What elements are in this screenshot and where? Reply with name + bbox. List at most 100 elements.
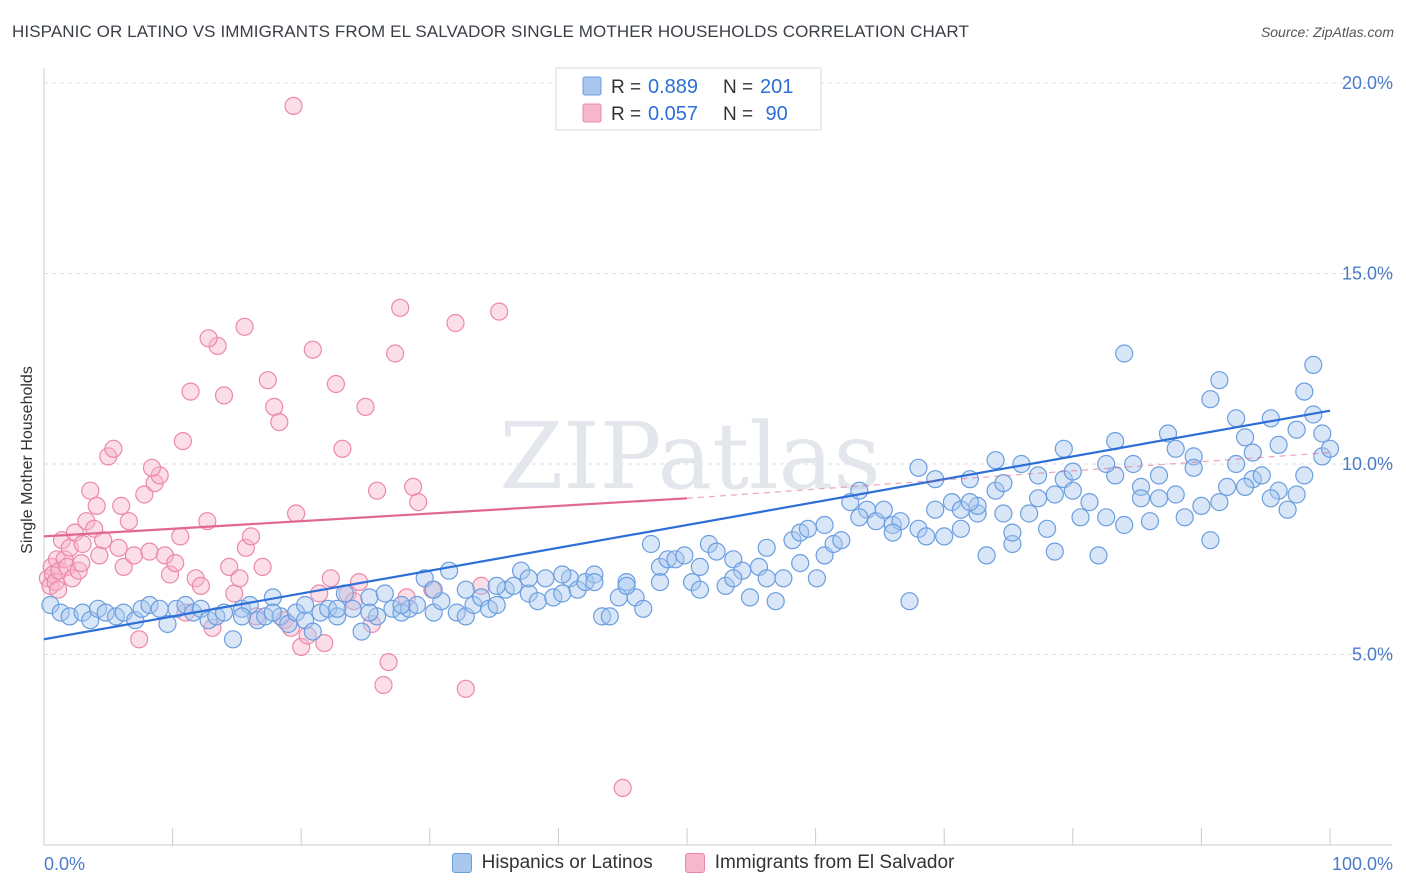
point-el-salvador xyxy=(173,432,192,451)
point-hispanic xyxy=(1278,500,1297,519)
point-el-salvador xyxy=(446,313,465,333)
point-hispanic xyxy=(1028,489,1048,508)
point-hispanic xyxy=(1287,485,1306,504)
trend-line-el-salvador xyxy=(43,497,688,538)
point-el-salvador xyxy=(73,534,92,554)
series-hispanic-points xyxy=(41,344,1340,649)
legend-r-label-2: R = xyxy=(611,104,641,125)
point-hispanic xyxy=(456,580,475,599)
point-el-salvador xyxy=(166,553,185,573)
trend-lines xyxy=(43,409,1331,641)
point-hispanic xyxy=(757,569,776,588)
point-hispanic xyxy=(617,572,636,592)
point-hispanic xyxy=(1115,515,1134,535)
point-hispanic xyxy=(568,580,587,599)
point-el-salvador xyxy=(140,542,159,561)
point-hispanic xyxy=(1131,489,1151,508)
point-hispanic xyxy=(716,576,735,596)
point-el-salvador xyxy=(379,652,398,672)
point-hispanic xyxy=(1201,390,1220,409)
point-el-salvador xyxy=(191,576,210,596)
point-hispanic xyxy=(690,557,710,577)
y-tick-label: 20.0% xyxy=(1342,73,1393,93)
point-hispanic xyxy=(977,546,996,565)
y-tick-labels: 5.0% 10.0% 15.0% 20.0% xyxy=(1342,73,1393,665)
point-el-salvador xyxy=(130,630,149,649)
point-hispanic xyxy=(1201,531,1220,550)
point-el-salvador xyxy=(270,413,289,432)
point-el-salvador xyxy=(315,633,334,653)
chart-title: HISPANIC OR LATINO VS IMMIGRANTS FROM EL… xyxy=(12,22,969,41)
legend-r-value-1: 0.889 xyxy=(648,76,698,98)
point-hispanic xyxy=(807,569,827,588)
point-hispanic xyxy=(303,622,322,641)
legend-swatch-pink xyxy=(582,103,602,123)
point-hispanic xyxy=(440,561,459,580)
point-hispanic xyxy=(51,603,70,622)
point-hispanic xyxy=(634,599,653,618)
point-hispanic xyxy=(1019,504,1039,523)
chart-source: Source: ZipAtlas.com xyxy=(1260,24,1394,40)
point-hispanic xyxy=(360,603,379,622)
point-el-salvador xyxy=(87,496,106,515)
point-el-salvador xyxy=(333,439,352,458)
point-hispanic xyxy=(328,607,347,626)
point-hispanic xyxy=(447,603,466,622)
point-hispanic xyxy=(1295,466,1314,485)
point-hispanic xyxy=(666,550,685,569)
point-el-salvador xyxy=(124,546,144,565)
point-hispanic xyxy=(1226,454,1246,474)
point-el-salvador xyxy=(199,329,218,348)
point-hispanic xyxy=(519,569,538,588)
point-hispanic xyxy=(592,607,612,626)
point-hispanic xyxy=(1071,508,1090,527)
point-hispanic xyxy=(850,481,869,500)
point-hispanic xyxy=(1045,542,1064,561)
legend-r-value-2: 0.057 xyxy=(648,103,698,125)
point-hispanic xyxy=(553,565,572,584)
point-hispanic xyxy=(1149,466,1169,485)
point-hispanic xyxy=(951,519,971,538)
point-el-salvador xyxy=(265,397,284,416)
point-hispanic xyxy=(1175,508,1194,527)
point-hispanic xyxy=(707,542,726,561)
point-hispanic xyxy=(690,580,710,599)
point-hispanic xyxy=(1320,439,1340,458)
point-hispanic xyxy=(600,607,619,626)
point-hispanic xyxy=(223,630,243,649)
point-el-salvador xyxy=(63,569,82,588)
legend-n-value-1: 201 xyxy=(760,76,793,98)
point-hispanic xyxy=(1295,382,1314,401)
point-hispanic xyxy=(699,534,719,554)
point-el-salvador xyxy=(287,504,306,523)
legend-n-value-2: 90 xyxy=(760,103,788,125)
point-el-salvador xyxy=(94,531,113,550)
point-el-salvador xyxy=(171,527,190,546)
point-hispanic xyxy=(1063,481,1082,500)
point-hispanic xyxy=(675,546,694,565)
point-el-salvador xyxy=(391,298,410,317)
point-hispanic xyxy=(1166,439,1185,458)
point-el-salvador xyxy=(292,637,311,657)
point-hispanic xyxy=(994,504,1013,523)
point-el-salvador xyxy=(258,371,277,390)
point-el-salvador xyxy=(90,546,109,565)
point-el-salvador xyxy=(490,302,509,321)
trend-line-el-salvador-extension xyxy=(686,451,1331,499)
axes xyxy=(43,68,1392,846)
point-el-salvador xyxy=(72,553,91,573)
point-hispanic xyxy=(832,531,851,550)
point-el-salvador xyxy=(47,550,67,569)
point-hispanic xyxy=(850,508,869,527)
legend-n-label-2: N = xyxy=(723,104,753,125)
legend-swatch-blue xyxy=(582,76,602,96)
y-tick-label: 5.0% xyxy=(1352,645,1393,665)
point-hispanic xyxy=(96,603,115,622)
point-hispanic xyxy=(1210,371,1229,390)
point-hispanic xyxy=(1243,470,1262,489)
point-hispanic xyxy=(504,576,523,596)
point-el-salvador xyxy=(160,565,180,584)
point-hispanic xyxy=(511,561,531,580)
legend-item-el-salvador: Immigrants from El Salvador xyxy=(684,852,954,874)
point-hispanic xyxy=(1124,454,1143,474)
